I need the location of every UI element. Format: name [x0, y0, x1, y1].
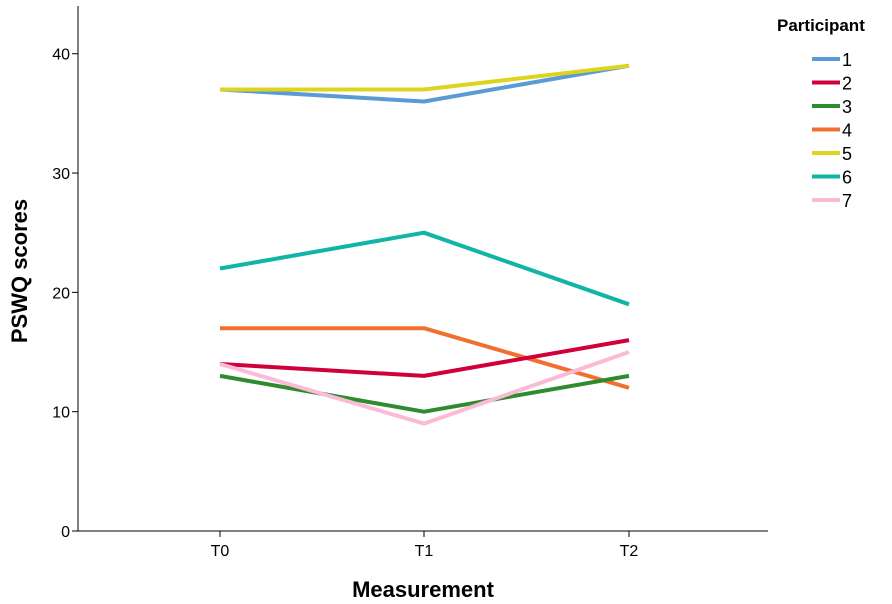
y-ticks: 0 10 20 30 40 [52, 47, 78, 541]
y-axis-title: PSWQ scores [7, 199, 32, 343]
y-tick-label: 10 [52, 405, 70, 422]
x-tick-label: T1 [415, 543, 434, 560]
legend-label-4: 4 [842, 121, 852, 141]
series-lines [219, 63, 630, 426]
series-line-2 [219, 338, 630, 378]
legend-label-5: 5 [842, 144, 852, 164]
series-line-1 [219, 63, 630, 104]
legend-label-6: 6 [842, 168, 852, 188]
x-tick-label: T2 [620, 543, 639, 560]
legend-label-3: 3 [842, 97, 852, 117]
x-tick-label: T0 [211, 543, 230, 560]
y-tick-label: 0 [61, 524, 70, 541]
y-tick-label: 30 [52, 166, 70, 183]
axes [77, 6, 768, 532]
x-ticks: T0 T1 T2 [211, 531, 639, 560]
series-line-7 [219, 350, 630, 426]
legend-title: Participant [777, 16, 865, 35]
legend: Participant 1 2 3 4 5 6 7 [777, 16, 865, 211]
series-line-5 [220, 63, 630, 92]
series-line-6 [219, 230, 630, 307]
series-line-4 [220, 326, 630, 390]
legend-label-7: 7 [842, 191, 852, 211]
x-axis-title: Measurement [352, 577, 495, 602]
legend-label-2: 2 [842, 74, 852, 94]
y-tick-label: 20 [52, 285, 70, 302]
series-line-3 [219, 373, 630, 414]
legend-label-1: 1 [842, 50, 852, 70]
y-tick-label: 40 [52, 47, 70, 64]
